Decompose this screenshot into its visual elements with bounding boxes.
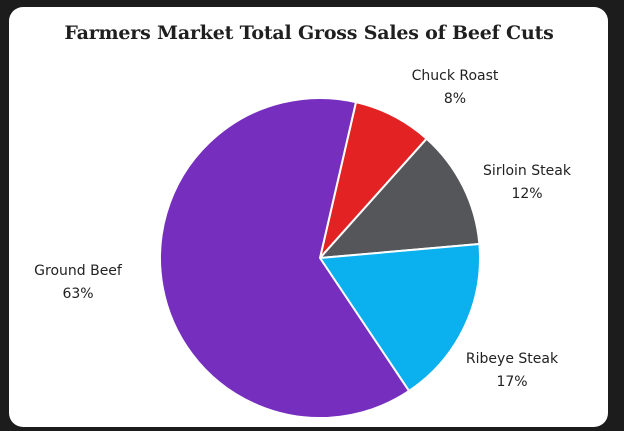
- pie-slices: [159, 97, 481, 419]
- slice-value-label: 12%: [511, 186, 542, 202]
- slice-label: Ground Beef: [34, 263, 123, 279]
- pie-labels: Chuck Roast 8% Sirloin Steak 12% Ribeye Stea…: [34, 68, 572, 390]
- slice-label: Ribeye Steak: [466, 351, 559, 367]
- slice-value-label: 63%: [62, 286, 93, 302]
- slice-value-label: 8%: [444, 91, 466, 107]
- slice-value-label: 17%: [496, 374, 527, 390]
- pie-slice-ground-beef: [159, 97, 411, 419]
- slice-label: Chuck Roast: [412, 68, 499, 84]
- pie-slice-ribeye-steak: [319, 243, 481, 392]
- pie-slice-sirloin-steak: [319, 137, 481, 259]
- chart-title: Farmers Market Total Gross Sales of Beef…: [64, 22, 554, 44]
- slice-label: Sirloin Steak: [483, 163, 572, 179]
